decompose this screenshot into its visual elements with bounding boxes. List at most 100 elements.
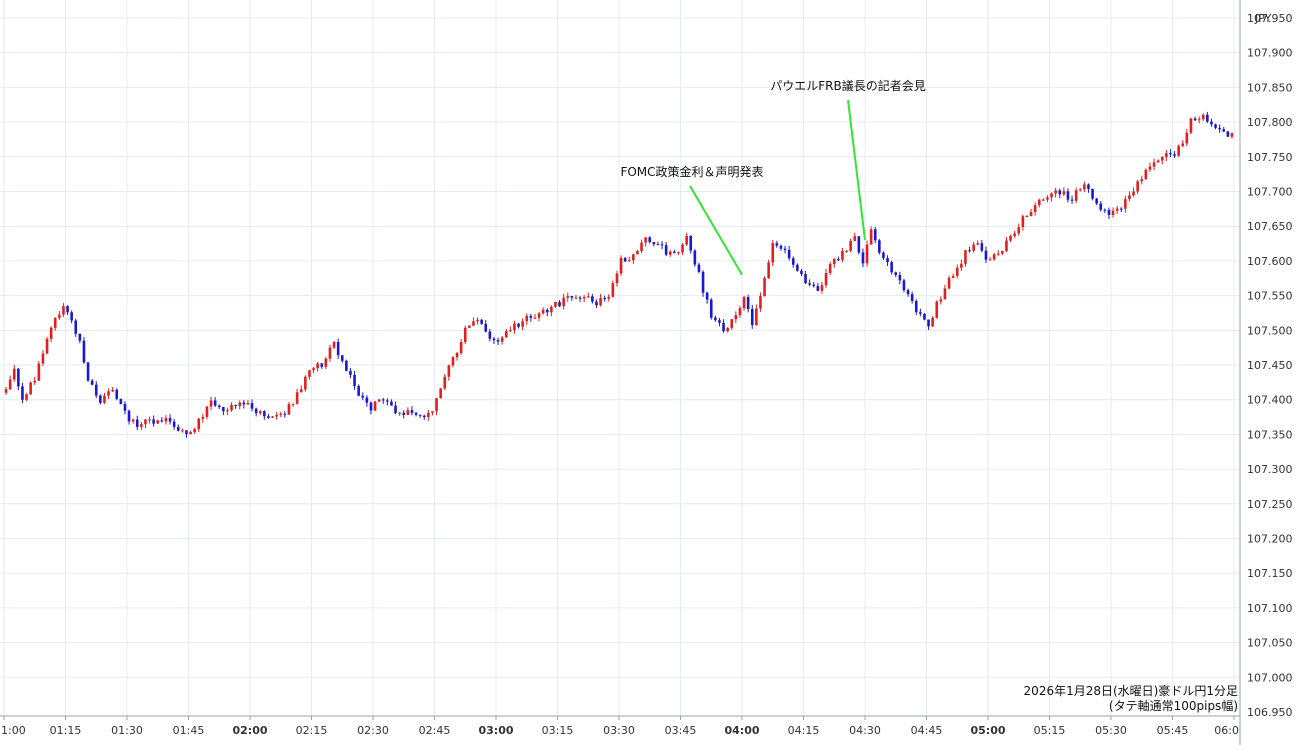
x-tick-label: 03:00 xyxy=(478,724,513,737)
candle-body xyxy=(1206,114,1209,122)
candle-body xyxy=(627,260,631,262)
candle-body xyxy=(33,380,37,383)
candle-body xyxy=(308,370,311,377)
candle-body xyxy=(796,264,799,271)
candle-body xyxy=(451,357,455,366)
candle-body xyxy=(275,414,278,417)
candle-body xyxy=(1107,209,1111,215)
candle-body xyxy=(1042,199,1045,201)
candle-body xyxy=(1132,191,1135,196)
candle-body xyxy=(25,394,28,400)
candle-body xyxy=(755,308,758,326)
candle-body xyxy=(640,242,643,252)
candle-body xyxy=(595,301,598,306)
candle-body xyxy=(726,327,729,332)
y-tick-label: 107.900 xyxy=(1247,47,1293,60)
candle-body xyxy=(648,237,652,242)
candle-body xyxy=(504,331,508,338)
x-tick-label: 01:45 xyxy=(173,724,205,737)
candle-body xyxy=(545,309,549,313)
candle-body xyxy=(927,319,930,327)
candle-body xyxy=(111,389,114,392)
candle-body xyxy=(611,283,615,297)
candle-body xyxy=(263,411,266,417)
candle-body xyxy=(435,398,438,412)
candle-body xyxy=(734,315,738,320)
candle-body xyxy=(972,244,975,251)
candle-body xyxy=(476,319,479,322)
candle-body xyxy=(697,264,701,272)
candle-body xyxy=(951,275,955,278)
candle-body xyxy=(1058,190,1062,195)
candle-body xyxy=(148,419,151,421)
candle-body xyxy=(550,306,553,313)
candle-body xyxy=(693,250,697,265)
candle-body xyxy=(1001,250,1004,254)
candle-body xyxy=(685,235,688,245)
candle-body xyxy=(328,347,332,359)
candle-body xyxy=(1087,184,1090,189)
candle-body xyxy=(369,402,373,411)
candle-body xyxy=(316,363,319,369)
candle-body xyxy=(185,430,188,435)
candle-body xyxy=(1115,208,1119,211)
candle-body xyxy=(980,243,984,251)
candle-body xyxy=(99,395,102,403)
candle-body xyxy=(312,368,315,371)
candle-body xyxy=(115,389,119,399)
candle-body xyxy=(496,340,500,342)
candle-body xyxy=(1009,235,1012,241)
candle-body xyxy=(447,365,451,377)
x-tick-label: 06:0 xyxy=(1214,724,1239,737)
candle-body xyxy=(299,389,303,393)
candle-body xyxy=(390,401,393,406)
candle-body xyxy=(566,296,570,298)
y-tick-label: 107.550 xyxy=(1247,290,1293,303)
candle-body xyxy=(882,252,885,259)
candle-body xyxy=(205,406,209,418)
y-tick-label: 107.700 xyxy=(1247,186,1293,199)
candle-body xyxy=(144,419,147,425)
y-tick-label: 107.850 xyxy=(1247,81,1293,94)
candle-body xyxy=(759,296,762,309)
candle-body xyxy=(955,267,959,276)
candle-body xyxy=(808,283,811,285)
candle-body xyxy=(804,274,807,284)
candle-body xyxy=(1029,211,1033,216)
candle-body xyxy=(664,245,668,255)
candle-body xyxy=(217,405,221,408)
candle-body xyxy=(127,410,131,422)
candle-body xyxy=(480,319,483,324)
candle-body xyxy=(1193,118,1197,121)
candle-body xyxy=(845,250,848,252)
candle-body xyxy=(17,368,20,387)
candle-body xyxy=(947,277,951,289)
candle-body xyxy=(246,403,250,405)
candle-body xyxy=(455,352,459,358)
candle-body xyxy=(4,389,8,393)
candle-body xyxy=(578,297,582,299)
candle-body xyxy=(541,309,545,314)
candle-body xyxy=(656,244,660,246)
candle-body xyxy=(976,243,980,245)
candle-body xyxy=(377,399,381,402)
candle-body xyxy=(422,415,426,417)
y-tick-label: 107.650 xyxy=(1247,220,1293,233)
candle-body xyxy=(861,252,865,264)
candle-body xyxy=(8,379,12,390)
candle-body xyxy=(554,301,557,307)
candle-body xyxy=(767,262,770,279)
candle-body xyxy=(800,270,803,275)
candle-body xyxy=(463,327,467,343)
candle-body xyxy=(783,248,787,250)
candle-body xyxy=(1066,191,1070,200)
candle-body xyxy=(709,299,713,318)
candle-body xyxy=(53,317,57,328)
candle-body xyxy=(984,250,988,260)
candle-body xyxy=(336,341,340,356)
candle-body xyxy=(718,320,721,323)
candle-body xyxy=(1201,114,1205,120)
candle-body xyxy=(123,404,127,411)
y-tick-label: 107.450 xyxy=(1247,359,1293,372)
candle-body xyxy=(1119,208,1123,210)
